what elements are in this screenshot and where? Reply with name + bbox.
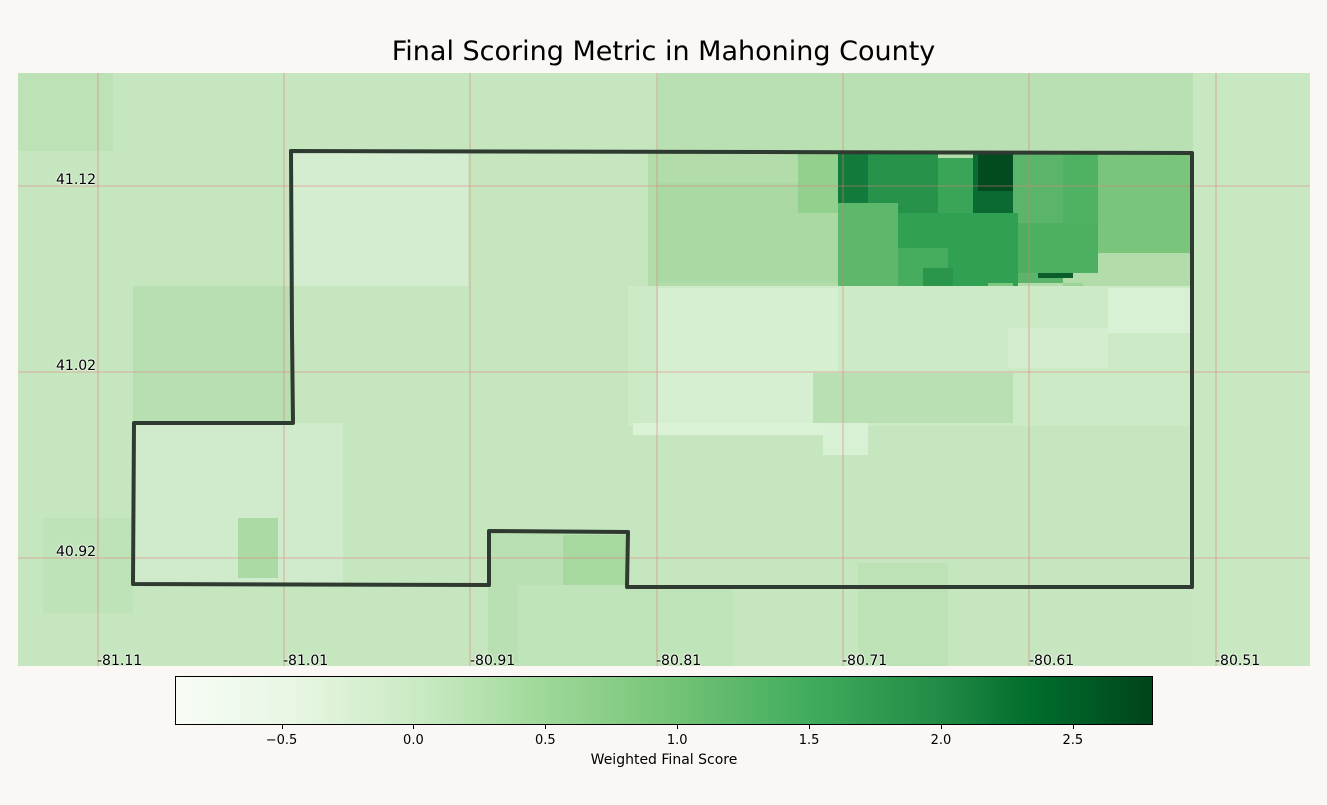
tract-region [823, 423, 868, 455]
colorbar-tick-label: 1.5 [798, 733, 820, 748]
longitude-label: -80.91 [470, 653, 516, 669]
colorbar-tick-label: 0.5 [534, 733, 556, 748]
colorbar-tick-label: −0.5 [265, 733, 298, 748]
colorbar-tick [413, 724, 415, 729]
colorbar-tick [545, 724, 547, 729]
tract-region [518, 585, 733, 666]
map-canvas [18, 73, 1310, 666]
longitude-label: -80.81 [656, 653, 702, 669]
tract-region [1193, 73, 1310, 666]
longitude-label: -80.61 [1029, 653, 1075, 669]
choropleth-map[interactable] [18, 73, 1310, 666]
colorbar-label: Weighted Final Score [590, 752, 738, 768]
colorbar-tick [677, 724, 679, 729]
colorbar-tick-label: 1.0 [666, 733, 688, 748]
longitude-label: -81.01 [283, 653, 329, 669]
colorbar [175, 676, 1153, 725]
tract-region [1008, 328, 1108, 368]
colorbar-tick-label: 2.0 [930, 733, 952, 748]
tract-region [858, 563, 948, 666]
colorbar-tick [940, 724, 942, 729]
tract-region [133, 286, 293, 423]
tract-region [813, 373, 1013, 423]
tract-region [838, 203, 898, 288]
tract-region [1018, 223, 1098, 273]
latitude-label: 41.12 [56, 172, 97, 188]
tract-region [293, 151, 468, 286]
latitude-label: 40.92 [56, 544, 97, 560]
tract-region [658, 288, 838, 423]
tract-region [238, 518, 278, 578]
map-title: Final Scoring Metric in Mahoning County [391, 36, 936, 67]
tract-region [563, 535, 628, 585]
colorbar-tick-label: 0.0 [403, 733, 424, 748]
tract-region [43, 518, 133, 613]
tract-region [798, 153, 843, 213]
tract-region [18, 73, 113, 151]
longitude-label: -81.11 [97, 653, 143, 669]
colorbar-tick-label: 2.5 [1062, 733, 1084, 748]
tract-region [978, 151, 1013, 191]
county-boundary [131, 149, 1194, 589]
colorbar-tick [281, 724, 283, 729]
graticule [18, 73, 1310, 666]
colorbar-tick [809, 724, 811, 729]
tract-region [938, 158, 978, 218]
longitude-label: -80.71 [842, 653, 888, 669]
latitude-label: 41.02 [56, 358, 97, 374]
tract-region [1098, 153, 1193, 253]
tract-region [1108, 288, 1193, 333]
tract-region [658, 73, 1193, 153]
longitude-label: -80.51 [1215, 653, 1261, 669]
tract-region [633, 423, 833, 435]
colorbar-tick [1072, 724, 1074, 729]
